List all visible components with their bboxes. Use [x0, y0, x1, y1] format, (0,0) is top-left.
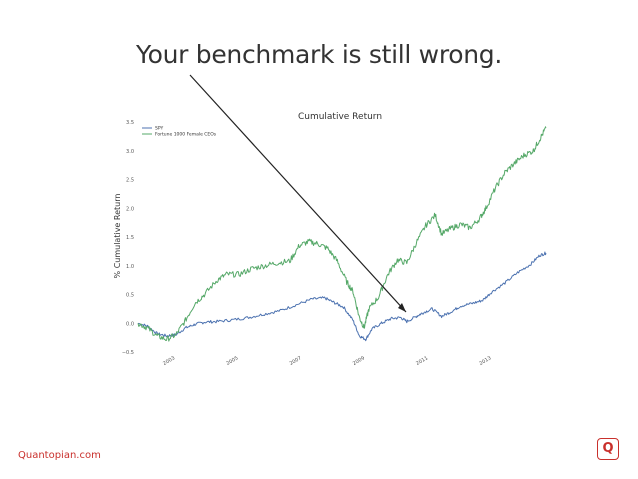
y-tick-label: 1.0 — [126, 264, 134, 270]
y-tick-label: 2.5 — [126, 178, 134, 184]
series-group — [137, 126, 547, 342]
x-tick-label: 2013 — [478, 355, 492, 367]
annotation-arrowhead — [398, 303, 406, 312]
series-line-spy — [137, 251, 547, 342]
annotation-arrow — [189, 74, 407, 313]
footer-link[interactable]: Quantopian.com — [18, 450, 101, 461]
y-tick-label: 0.0 — [126, 321, 134, 327]
slide-headline: Your benchmark is still wrong. — [135, 40, 503, 69]
x-tick-label: 2009 — [352, 355, 366, 367]
x-tick-label: 2005 — [225, 355, 239, 367]
quantopian-logo: Q — [597, 438, 619, 460]
y-axis-label: % Cumulative Return — [113, 194, 122, 279]
x-tick-label: 2011 — [415, 355, 429, 367]
x-tick-label: 2003 — [162, 355, 176, 367]
legend-label: Fortune 1000 Female CEOs — [155, 132, 217, 138]
x-tick-label: 2007 — [289, 355, 303, 367]
y-tick-label: 3.0 — [126, 149, 134, 155]
legend-label: SPY — [155, 126, 163, 132]
y-tick-label: 3.5 — [126, 120, 134, 126]
chart-title: Cumulative Return — [298, 112, 382, 122]
y-tick-label: −0.5 — [122, 350, 134, 356]
y-tick-label: 0.5 — [126, 293, 134, 299]
x-axis-ticks: 2003 2005 2007 2009 2011 2013 — [162, 355, 492, 367]
y-axis-ticks: −0.5 0.0 0.5 1.0 1.5 2.0 2.5 3.0 3.5 — [122, 120, 134, 356]
series-line-female-ceos — [137, 126, 547, 342]
y-tick-label: 2.0 — [126, 206, 134, 212]
y-tick-label: 1.5 — [126, 235, 134, 241]
